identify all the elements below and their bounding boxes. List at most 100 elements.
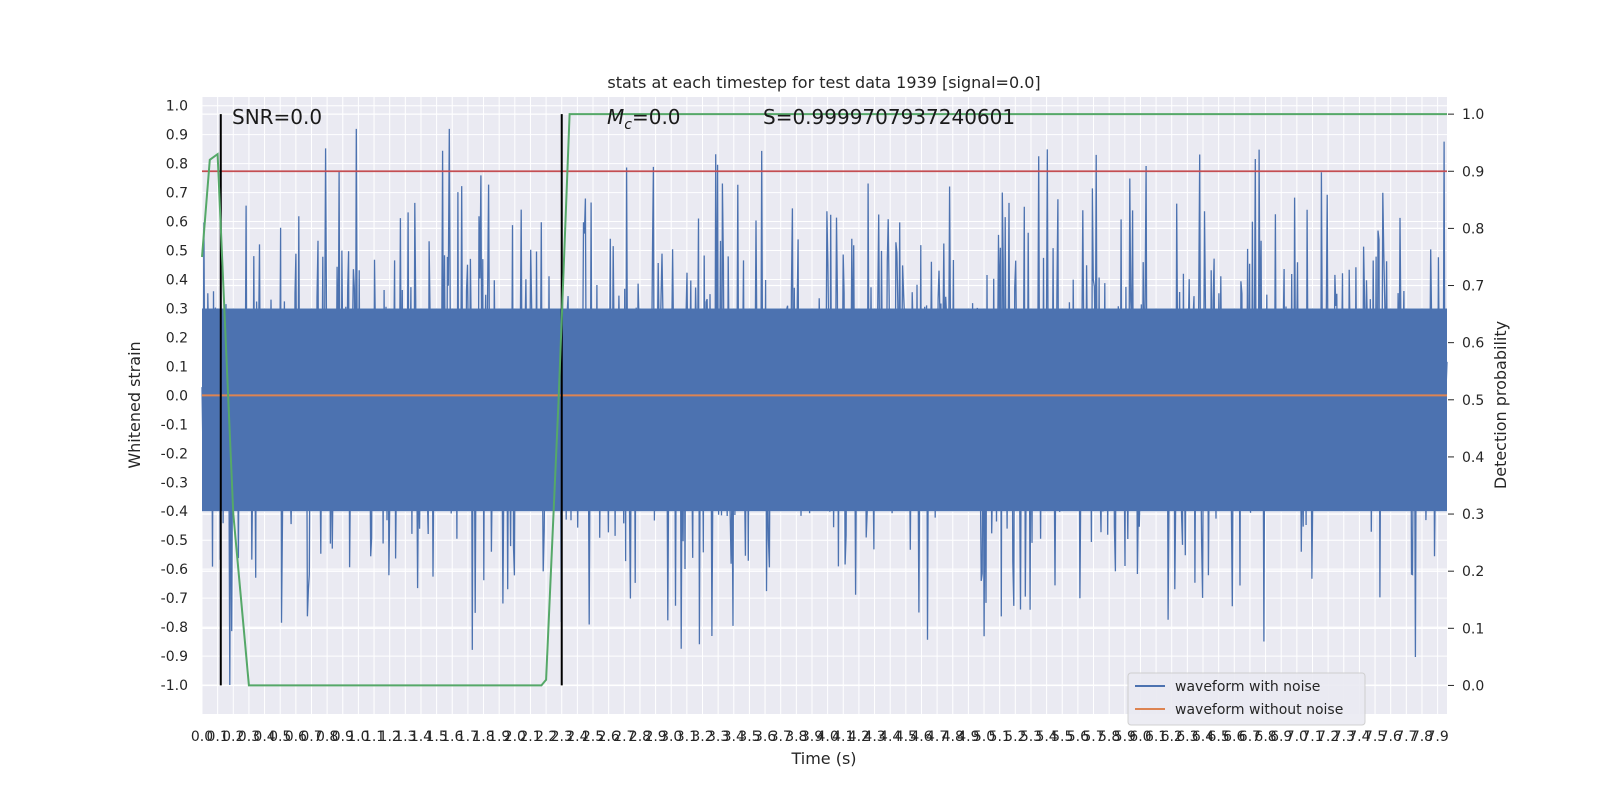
x-tick-label: 4.6 [910, 729, 932, 745]
x-tick-label: 0.9 [332, 729, 354, 745]
x-tick-label: 4.4 [879, 729, 901, 745]
y2-axis-label: Detection probability [1491, 321, 1510, 489]
x-tick-label: 3.9 [801, 729, 823, 745]
waveform-with-noise-core [202, 308, 1447, 512]
y-tick-label: -0.7 [161, 591, 188, 607]
x-tick-label: 1.1 [363, 729, 385, 745]
x-tick-label: 4.2 [848, 729, 870, 745]
y-tick-label: -0.5 [161, 533, 188, 549]
y-axis-label: Whitened strain [125, 341, 144, 468]
y2-tick-label: 0.6 [1462, 336, 1484, 352]
x-tick-label: 2.6 [598, 729, 620, 745]
y-tick-label: 0.0 [166, 388, 188, 404]
y2-tick-label: 0.3 [1462, 507, 1484, 523]
x-tick-label: 0.4 [253, 729, 275, 745]
x-tick-label: 2.9 [644, 729, 666, 745]
x-tick-label: 7.2 [1317, 729, 1339, 745]
x-tick-label: 0.3 [238, 729, 260, 745]
x-tick-label: 4.1 [832, 729, 854, 745]
x-tick-label: 7.6 [1380, 729, 1402, 745]
y2-tick-label: 0.1 [1462, 621, 1484, 637]
x-tick-label: 7.3 [1333, 729, 1355, 745]
x-tick-label: 5.3 [1020, 729, 1042, 745]
x-tick-label: 0.6 [285, 729, 307, 745]
x-tick-label: 3.5 [738, 729, 760, 745]
legend: waveform with noise waveform without noi… [1127, 672, 1366, 726]
x-tick-label: 1.2 [379, 729, 401, 745]
x-tick-labels: 0.00.10.20.30.40.50.60.70.80.91.01.11.21… [191, 729, 1449, 745]
x-tick-label: 2.1 [519, 729, 541, 745]
y-tick-label: -0.4 [161, 504, 188, 520]
x-tick-label: 1.0 [347, 729, 369, 745]
y-tick-label: -0.2 [161, 446, 188, 462]
x-tick-label: 6.1 [1145, 729, 1167, 745]
y-tick-label: -1.0 [161, 678, 188, 694]
x-tick-label: 6.4 [1192, 729, 1214, 745]
x-tick-label: 7.7 [1395, 729, 1417, 745]
y-tick-label: 0.7 [166, 186, 188, 202]
y2-tick-labels: 1.0 0.9 0.8 0.7 0.6 0.5 0.4 0.3 0.2 0.1 0.0 [1448, 107, 1484, 694]
x-tick-label: 1.8 [472, 729, 494, 745]
y-tick-label: 0.4 [166, 272, 188, 288]
detection-probability-series [201, 113, 1447, 687]
x-tick-label: 3.2 [691, 729, 713, 745]
x-tick-label: 4.3 [863, 729, 885, 745]
x-tick-label: 6.7 [1239, 729, 1261, 745]
x-tick-label: 4.0 [816, 729, 838, 745]
y-tick-label: 1.0 [166, 99, 188, 115]
x-tick-label: 1.6 [441, 729, 463, 745]
y2-tick-label: 0.5 [1462, 393, 1484, 409]
x-tick-label: 1.5 [425, 729, 447, 745]
x-tick-label: 3.7 [770, 729, 792, 745]
y-tick-label: -0.9 [161, 649, 188, 665]
x-tick-label: 1.9 [488, 729, 510, 745]
x-tick-label: 5.4 [1035, 729, 1057, 745]
x-tick-label: 7.1 [1301, 729, 1323, 745]
x-tick-label: 1.7 [457, 729, 479, 745]
score-annotation: S=0.9999707937240601 [763, 105, 1015, 129]
x-tick-label: 7.4 [1348, 729, 1370, 745]
y2-tick-label: 0.4 [1462, 450, 1484, 466]
x-tick-label: 5.8 [1098, 729, 1120, 745]
x-tick-label: 1.3 [394, 729, 416, 745]
x-tick-label: 0.7 [300, 729, 322, 745]
y-tick-label: 0.2 [166, 330, 188, 346]
x-tick-label: 3.0 [660, 729, 682, 745]
waveform-with-noise-series [201, 128, 1448, 686]
x-tick-label: 0.5 [269, 729, 291, 745]
y-tick-label: 0.8 [166, 157, 188, 173]
y2-tick-label: 0.8 [1462, 221, 1484, 237]
y-tick-labels: 1.0 0.9 0.8 0.7 0.6 0.5 0.4 0.3 0.2 0.1 0.0 -0.1 -0.… [161, 99, 188, 694]
x-tick-label: 2.5 [582, 729, 604, 745]
y-tick-label: -0.6 [161, 562, 188, 578]
chirp-mass-annotation: Mc=0.0 [607, 105, 681, 133]
x-tick-label: 6.2 [1161, 729, 1183, 745]
legend-label-clean: waveform without noise [1175, 702, 1343, 718]
x-tick-label: 0.1 [207, 729, 229, 745]
chart-title: stats at each timestep for test data 193… [607, 73, 1040, 92]
x-tick-label: 1.4 [410, 729, 432, 745]
y2-tick-label: 0.0 [1462, 678, 1484, 694]
y-tick-label: 0.6 [166, 215, 188, 231]
y-tick-label: -0.3 [161, 475, 188, 491]
snr-annotation: SNR=0.0 [232, 105, 322, 129]
x-tick-label: 5.9 [1114, 729, 1136, 745]
x-tick-label: 6.3 [1176, 729, 1198, 745]
y-tick-label: -0.8 [161, 620, 188, 636]
x-tick-label: 2.7 [613, 729, 635, 745]
x-tick-label: 0.0 [191, 729, 213, 745]
x-tick-label: 5.2 [1004, 729, 1026, 745]
x-tick-label: 2.4 [566, 729, 588, 745]
x-tick-label: 7.9 [1426, 729, 1448, 745]
x-tick-label: 4.7 [926, 729, 948, 745]
y2-tick-label: 0.9 [1462, 164, 1484, 180]
x-tick-label: 3.6 [754, 729, 776, 745]
x-tick-label: 6.5 [1208, 729, 1230, 745]
x-tick-label: 4.5 [895, 729, 917, 745]
x-tick-label: 4.9 [957, 729, 979, 745]
x-tick-label: 5.0 [973, 729, 995, 745]
x-tick-label: 5.6 [1067, 729, 1089, 745]
x-tick-label: 2.3 [551, 729, 573, 745]
x-tick-label: 2.2 [535, 729, 557, 745]
